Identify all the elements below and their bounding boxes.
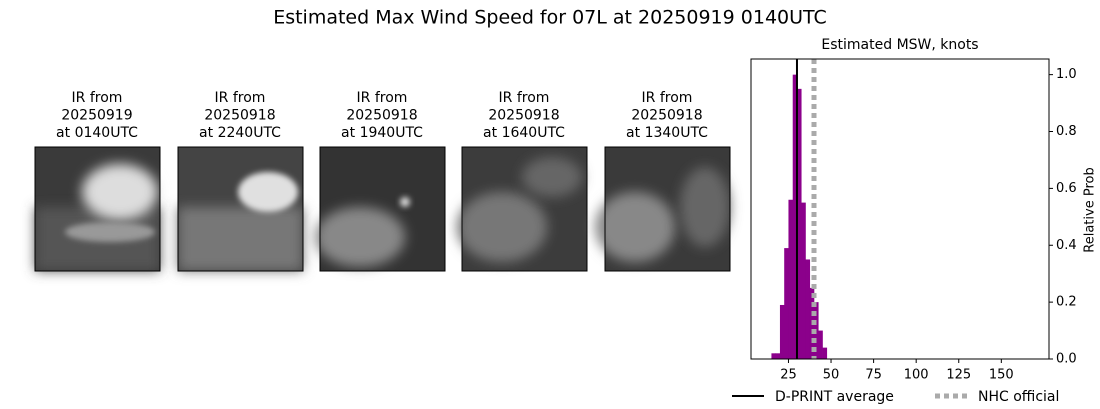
x-tick-label: 125 <box>946 368 971 383</box>
x-tick-label: 25 <box>780 368 797 383</box>
figure-title: Estimated Max Wind Speed for 07L at 2025… <box>273 7 827 29</box>
bar <box>801 202 806 359</box>
bar <box>779 304 785 359</box>
panel-title: IR from <box>357 90 408 106</box>
chart-title: Estimated MSW, knots <box>821 37 978 53</box>
x-tick-label: 100 <box>904 368 929 383</box>
panel-title: IR from <box>72 90 123 106</box>
panel-title: IR from <box>499 90 550 106</box>
bar <box>771 353 776 359</box>
panel-title: 20250918 <box>488 108 559 124</box>
legend-label: NHC official <box>978 389 1059 405</box>
panel-title: at 0140UTC <box>56 125 138 141</box>
legend-label: D-PRINT average <box>775 389 894 405</box>
panel-title: at 1940UTC <box>341 125 423 141</box>
y-tick-label: 0.0 <box>1056 352 1077 367</box>
y-tick-label: 0.2 <box>1056 295 1077 310</box>
panel-title: at 1340UTC <box>626 125 708 141</box>
x-tick-label: 50 <box>823 368 840 383</box>
bar <box>775 353 781 359</box>
x-tick-label: 75 <box>865 368 882 383</box>
bar <box>805 259 811 359</box>
panel-title: at 1640UTC <box>483 125 565 141</box>
panel-title: 20250918 <box>346 108 417 124</box>
panel-title: 20250919 <box>61 108 132 124</box>
y-tick-label: 0.8 <box>1056 124 1077 139</box>
y-axis-label: Relative Prob <box>1083 167 1098 252</box>
y-tick-label: 1.0 <box>1056 67 1077 82</box>
bar <box>784 248 789 359</box>
panel-title: 20250918 <box>204 108 275 124</box>
plot-frame <box>750 58 1050 360</box>
y-tick-label: 0.4 <box>1056 238 1077 253</box>
bar <box>788 199 794 359</box>
bar <box>822 347 828 359</box>
panel-title: at 2240UTC <box>199 125 281 141</box>
bar <box>818 330 823 359</box>
panel-title: 20250918 <box>631 108 702 124</box>
panel-title: IR from <box>642 90 693 106</box>
y-tick-label: 0.6 <box>1056 181 1077 196</box>
x-tick-label: 150 <box>989 368 1014 383</box>
bar <box>792 74 798 360</box>
bar <box>796 88 802 359</box>
panel-title: IR from <box>215 90 266 106</box>
ir-images <box>34 146 731 272</box>
